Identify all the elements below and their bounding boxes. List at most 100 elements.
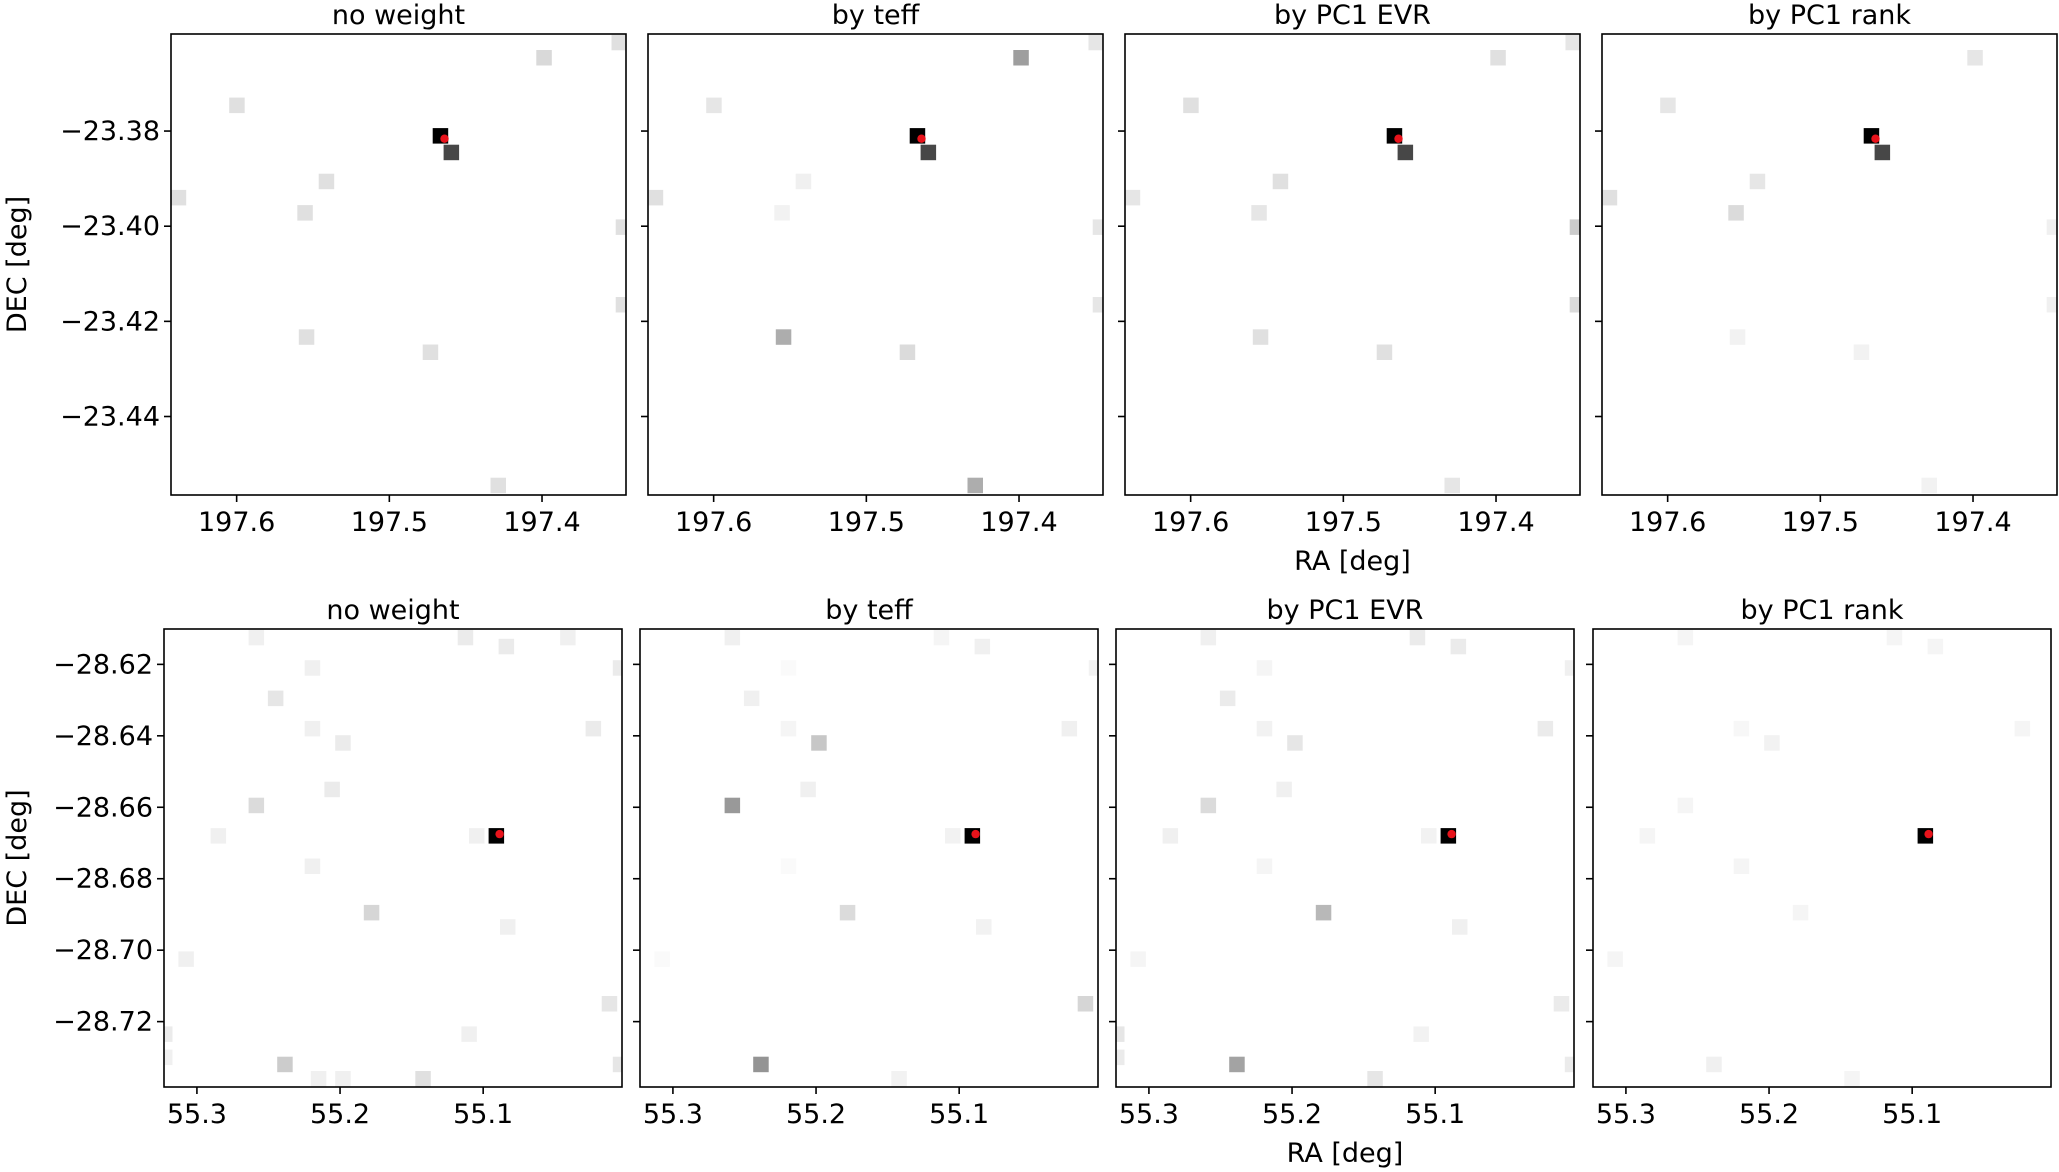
target-marker [1394,134,1403,143]
heatmap-pixel [1421,828,1437,844]
heatmap-pixels [1116,629,1574,1087]
heatmap-pixel [1256,720,1273,737]
heatmap-pixel [1272,173,1289,190]
heatmap-pixels [164,629,622,1087]
plot-area [164,629,622,1087]
heatmap-pixel [178,951,194,967]
heatmap-pixel [1874,144,1891,161]
heatmap-pixel [443,144,460,161]
panel-title: by PC1 EVR [1274,0,1431,31]
heatmap-pixel [1397,144,1414,161]
heatmap-pixel [891,1071,907,1087]
heatmap-pixel [457,629,474,646]
heatmap-pixel [297,205,313,221]
x-tick-label: 55.3 [1596,1099,1656,1130]
heatmap-pixels [654,629,1098,1087]
heatmap-pixel [1200,629,1217,646]
heatmap-pixel [800,781,816,798]
heatmap-pixel [1061,720,1078,737]
heatmap-pixel [1660,97,1676,114]
heatmap-pixel [560,629,576,646]
heatmap-pixel [500,919,516,935]
axes-frame [170,33,627,496]
heatmap-pixel [1315,904,1332,921]
panel-bottom-2: 55.3 55.2 55.1 by teff [633,595,1099,1130]
panel-bottom-4: 55.3 55.2 55.1 by PC1 rank [1586,595,2052,1130]
target-marker [440,134,449,143]
heatmap-pixel [2014,720,2031,737]
heatmap-pixel [1287,735,1303,751]
heatmap-pixel [1409,629,1426,646]
heatmap-pixel [753,1056,769,1073]
heatmap-pixel [920,144,937,161]
y-tick-label: −28.62 [53,649,153,680]
plot-area [648,34,1103,495]
x-tick-label: 197.4 [503,507,580,538]
heatmap-pixel [724,797,741,814]
heatmap-pixel [363,904,380,921]
heatmap-pixel [811,735,827,751]
heatmap-pixels [1602,50,2057,494]
heatmap-pixel [310,1071,327,1087]
heatmap-pixel [654,951,670,967]
heatmap-pixel [1367,1071,1383,1087]
axes-frame [1115,628,1575,1088]
heatmap-pixel [1276,781,1292,798]
panel-title: by PC1 EVR [1267,595,1424,626]
heatmap-pixel [1564,1056,1574,1073]
heatmap-pixel [248,629,265,646]
heatmap-pixel [469,828,485,844]
heatmap-pixel [1200,797,1217,814]
heatmap-pixel [1252,329,1269,345]
heatmap-pixel [1452,919,1468,935]
plot-area [1593,629,2051,1087]
heatmap-pixel [461,1026,477,1042]
heatmap-pixel [1729,329,1746,345]
heatmap-pixel [1219,690,1236,707]
heatmap-pixel [1013,50,1029,66]
heatmap-pixel [1450,638,1467,655]
heatmap-pixel [210,828,227,844]
heatmap-pixel [1116,1049,1125,1066]
heatmap-pixel [536,50,552,66]
heatmap-pixel [1564,660,1574,676]
heatmap-pixel [1125,189,1141,206]
heatmap-pixel [304,858,321,874]
plot-area [1125,34,1580,495]
heatmap-pixel [1490,50,1506,66]
axes-frame [647,33,1104,496]
heatmap-pixel [1733,720,1750,737]
panel-top-4: 197.6 197.5 197.4 by PC1 rank [1595,0,2058,538]
heatmap-pixel [1088,34,1103,51]
heatmap-pixel [2046,297,2057,313]
heatmap-pixel [1921,477,1937,494]
panel-title: no weight [332,0,465,31]
heatmap-pixel [1537,720,1554,737]
panel-title: no weight [326,595,459,626]
axes-frame [163,628,623,1088]
heatmap-pixel [1569,219,1580,235]
y-tick-label: −28.66 [53,792,153,823]
axes-frame [1601,33,2058,496]
x-tick-label: 55.1 [1882,1099,1942,1130]
heatmap-pixel [318,173,335,190]
heatmap-pixel [899,344,916,360]
x-tick-label: 55.1 [1405,1099,1465,1130]
heatmap-pixel [601,996,618,1012]
x-tick-label: 55.2 [1739,1099,1799,1130]
heatmap-pixel [1162,828,1179,844]
heatmap-pixel [1792,904,1809,921]
y-tick-label: −23.42 [60,306,160,337]
panel-title: by PC1 rank [1748,0,1911,31]
panel-bottom-3: 55.3 55.2 55.1 by PC1 EVR RA [deg] [1109,595,1575,1169]
heatmap-pixel [612,660,622,676]
heatmap-pixel [1251,205,1267,221]
heatmap-pixel [775,329,792,345]
heatmap-pixel [304,720,321,737]
heatmap-pixel [780,660,797,676]
axes-frame [1592,628,2052,1088]
heatmap-pixel [933,629,950,646]
heatmap-pixel [335,1071,351,1087]
heatmap-pixel [585,720,602,737]
heatmap-pixel [415,1071,431,1087]
